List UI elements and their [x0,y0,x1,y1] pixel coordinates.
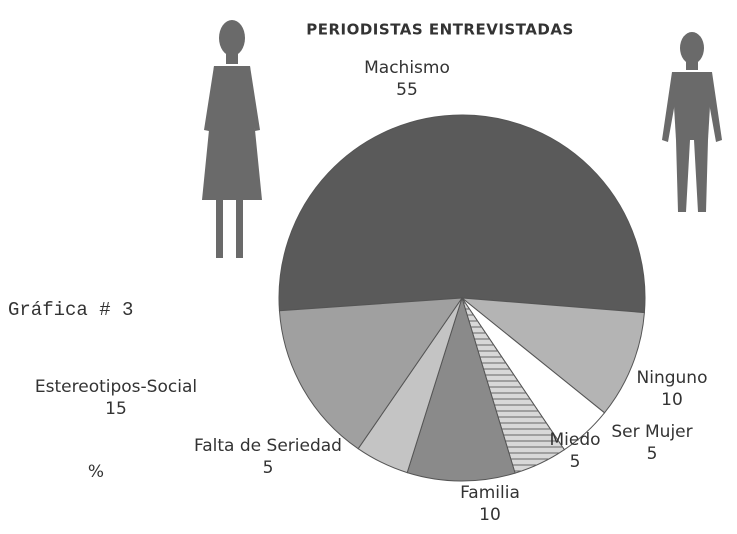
slice-label: Familia [460,483,520,503]
slice-value: 10 [661,390,683,410]
caption: Gráfica # 3 [8,299,133,321]
woman-figure [202,20,262,258]
chart-title: PERIODISTAS ENTREVISTADAS [306,21,574,39]
pie [278,114,646,482]
slice-label: Ser Mujer [611,422,692,442]
slice-value: 5 [647,444,658,464]
slice-value: 15 [105,399,127,419]
slice-label: Machismo [364,58,450,78]
pie-slice [278,297,464,450]
slice-value: 5 [570,452,581,472]
slice-value: 10 [479,505,501,525]
slice-hatch [462,298,565,474]
slice-label: Miedo [549,430,600,450]
slice-label: Ninguno [637,368,708,388]
slice-value: 55 [396,80,418,100]
pie-slice [278,114,646,314]
pie-slice [460,297,645,414]
man-figure [662,32,722,212]
slice-label: Falta de Seriedad [194,436,342,456]
slice-value: 5 [263,458,274,478]
slice-label: Estereotipos-Social [35,377,197,397]
unit-label: % [88,462,104,482]
pie-slice [406,296,516,482]
